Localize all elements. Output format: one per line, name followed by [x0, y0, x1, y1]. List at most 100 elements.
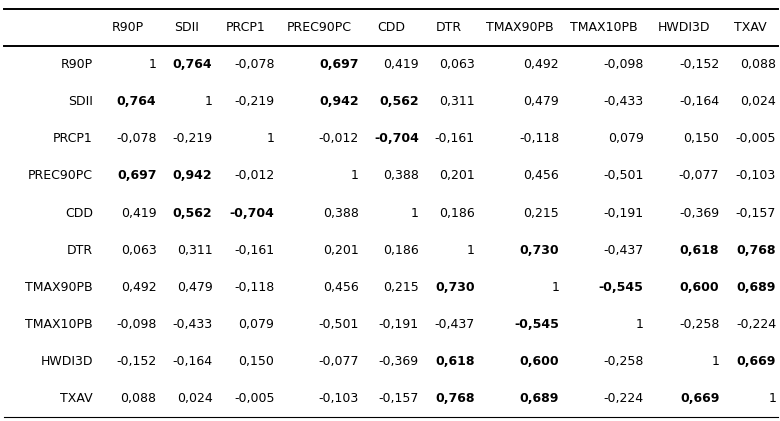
Text: 0,942: 0,942 [173, 170, 212, 182]
Text: 0,088: 0,088 [740, 59, 776, 71]
Text: -0,077: -0,077 [679, 170, 719, 182]
Text: PREC90PC: PREC90PC [286, 21, 351, 34]
Text: TXAV: TXAV [734, 21, 767, 34]
Text: R90P: R90P [112, 21, 144, 34]
Text: 0,186: 0,186 [439, 207, 475, 219]
Text: 1: 1 [551, 281, 559, 293]
Text: R90P: R90P [61, 59, 93, 71]
Text: 0,618: 0,618 [680, 244, 719, 256]
Text: 0,697: 0,697 [319, 59, 359, 71]
Text: TMAX90PB: TMAX90PB [486, 21, 553, 34]
Text: 0,689: 0,689 [737, 281, 776, 293]
Text: 0,562: 0,562 [379, 96, 419, 108]
Text: 0,669: 0,669 [680, 392, 719, 405]
Text: TMAX10PB: TMAX10PB [570, 21, 637, 34]
Text: -0,545: -0,545 [599, 281, 643, 293]
Text: PRCP1: PRCP1 [226, 21, 266, 34]
Text: -0,157: -0,157 [736, 207, 776, 219]
Text: 1: 1 [768, 392, 776, 405]
Text: 0,311: 0,311 [439, 96, 475, 108]
Text: -0,012: -0,012 [318, 133, 359, 145]
Text: 1: 1 [149, 59, 157, 71]
Text: 0,150: 0,150 [683, 133, 719, 145]
Text: DTR: DTR [436, 21, 463, 34]
Text: -0,078: -0,078 [116, 133, 157, 145]
Text: HWDI3D: HWDI3D [41, 355, 93, 368]
Text: -0,219: -0,219 [172, 133, 212, 145]
Text: 0,456: 0,456 [523, 170, 559, 182]
Text: -0,077: -0,077 [318, 355, 359, 368]
Text: 0,215: 0,215 [523, 207, 559, 219]
Text: 0,024: 0,024 [740, 96, 776, 108]
Text: 0,764: 0,764 [117, 96, 157, 108]
Text: 1: 1 [267, 133, 275, 145]
Text: 0,942: 0,942 [319, 96, 359, 108]
Text: PREC90PC: PREC90PC [28, 170, 93, 182]
Text: TXAV: TXAV [60, 392, 93, 405]
Text: 0,079: 0,079 [608, 133, 644, 145]
Text: 0,697: 0,697 [117, 170, 157, 182]
Text: -0,191: -0,191 [379, 318, 419, 330]
Text: -0,191: -0,191 [604, 207, 644, 219]
Text: -0,152: -0,152 [679, 59, 719, 71]
Text: -0,012: -0,012 [234, 170, 275, 182]
Text: PRCP1: PRCP1 [53, 133, 93, 145]
Text: 0,492: 0,492 [121, 281, 157, 293]
Text: 0,689: 0,689 [520, 392, 559, 405]
Text: -0,433: -0,433 [604, 96, 644, 108]
Text: 0,388: 0,388 [323, 207, 359, 219]
Text: -0,098: -0,098 [603, 59, 644, 71]
Text: 0,456: 0,456 [323, 281, 359, 293]
Text: -0,103: -0,103 [736, 170, 776, 182]
Text: 0,311: 0,311 [177, 244, 212, 256]
Text: 0,479: 0,479 [523, 96, 559, 108]
Text: CDD: CDD [378, 21, 405, 34]
Text: 0,063: 0,063 [121, 244, 157, 256]
Text: 0,201: 0,201 [323, 244, 359, 256]
Text: -0,545: -0,545 [514, 318, 559, 330]
Text: 1: 1 [467, 244, 475, 256]
Text: 0,492: 0,492 [523, 59, 559, 71]
Text: 0,618: 0,618 [435, 355, 475, 368]
Text: -0,704: -0,704 [229, 207, 275, 219]
Text: 0,388: 0,388 [383, 170, 419, 182]
Text: 1: 1 [636, 318, 643, 330]
Text: SDII: SDII [175, 21, 199, 34]
Text: -0,433: -0,433 [172, 318, 212, 330]
Text: -0,437: -0,437 [604, 244, 644, 256]
Text: HWDI3D: HWDI3D [658, 21, 710, 34]
Text: -0,164: -0,164 [172, 355, 212, 368]
Text: 1: 1 [204, 96, 212, 108]
Text: -0,219: -0,219 [234, 96, 275, 108]
Text: 0,600: 0,600 [679, 281, 719, 293]
Text: -0,501: -0,501 [603, 170, 644, 182]
Text: 0,088: 0,088 [120, 392, 157, 405]
Text: -0,098: -0,098 [116, 318, 157, 330]
Text: 1: 1 [711, 355, 719, 368]
Text: TMAX10PB: TMAX10PB [25, 318, 93, 330]
Text: CDD: CDD [65, 207, 93, 219]
Text: -0,224: -0,224 [736, 318, 776, 330]
Text: 1: 1 [411, 207, 419, 219]
Text: -0,369: -0,369 [679, 207, 719, 219]
Text: -0,704: -0,704 [374, 133, 419, 145]
Text: -0,103: -0,103 [318, 392, 359, 405]
Text: DTR: DTR [67, 244, 93, 256]
Text: 0,730: 0,730 [435, 281, 475, 293]
Text: -0,118: -0,118 [519, 133, 559, 145]
Text: 0,079: 0,079 [239, 318, 275, 330]
Text: -0,258: -0,258 [603, 355, 644, 368]
Text: -0,164: -0,164 [679, 96, 719, 108]
Text: SDII: SDII [68, 96, 93, 108]
Text: 0,562: 0,562 [173, 207, 212, 219]
Text: -0,161: -0,161 [234, 244, 275, 256]
Text: 0,186: 0,186 [383, 244, 419, 256]
Text: -0,152: -0,152 [116, 355, 157, 368]
Text: 0,669: 0,669 [737, 355, 776, 368]
Text: 0,768: 0,768 [736, 244, 776, 256]
Text: 0,764: 0,764 [173, 59, 212, 71]
Text: 0,150: 0,150 [239, 355, 275, 368]
Text: 0,063: 0,063 [439, 59, 475, 71]
Text: 1: 1 [351, 170, 359, 182]
Text: TMAX90PB: TMAX90PB [25, 281, 93, 293]
